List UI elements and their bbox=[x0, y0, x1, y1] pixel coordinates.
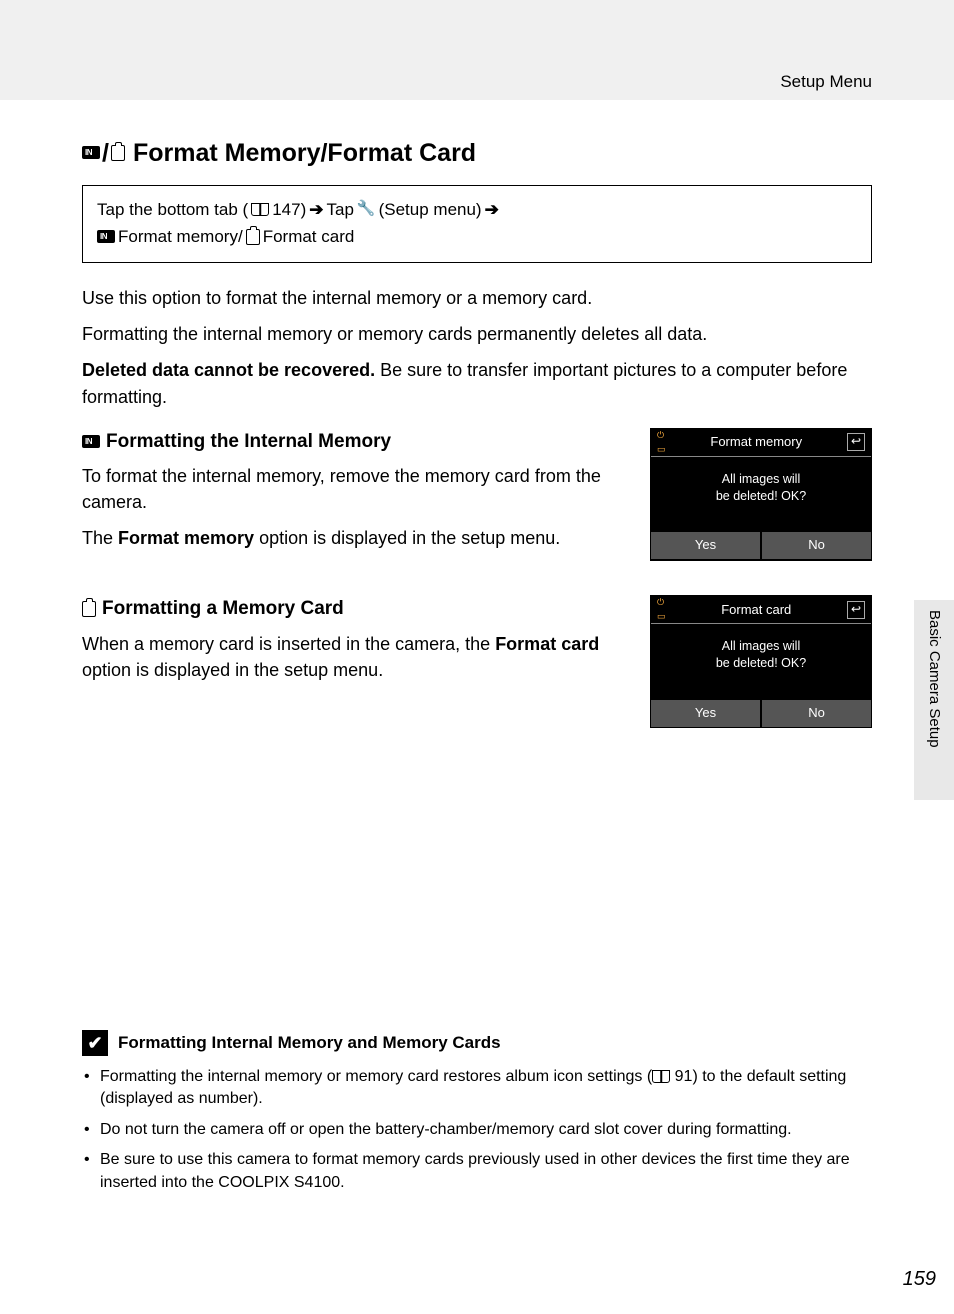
bc-text: Tap bbox=[326, 196, 353, 223]
intro-paragraph: Use this option to format the internal m… bbox=[82, 285, 872, 311]
section-internal-memory: Formatting the Internal Memory To format… bbox=[82, 428, 872, 562]
check-icon: ✔ bbox=[82, 1030, 108, 1056]
wrench-icon: 🔧 bbox=[357, 197, 376, 221]
intro-paragraph: Deleted data cannot be recovered. Be sur… bbox=[82, 357, 872, 409]
bc-text: Tap the bottom tab ( bbox=[97, 196, 248, 223]
memory-card-icon bbox=[246, 229, 260, 245]
back-icon: ↩ bbox=[847, 601, 865, 619]
heading-text: Formatting a Memory Card bbox=[102, 595, 344, 623]
memory-card-icon bbox=[82, 601, 96, 617]
shot-body: All images will be deleted! OK? bbox=[651, 457, 871, 533]
heading-text: Formatting the Internal Memory bbox=[106, 428, 391, 456]
breadcrumb-box: Tap the bottom tab ( 147) ➔ Tap 🔧 (Setup… bbox=[82, 185, 872, 263]
bc-text: Format card bbox=[263, 223, 355, 250]
yes-button: Yes bbox=[651, 700, 760, 727]
header-section-label: Setup Menu bbox=[82, 70, 872, 95]
section-paragraph: To format the internal memory, remove th… bbox=[82, 463, 628, 515]
section-paragraph: The Format memory option is displayed in… bbox=[82, 525, 628, 551]
intro-paragraph: Formatting the internal memory or memory… bbox=[82, 321, 872, 347]
arrow-icon: ➔ bbox=[485, 196, 499, 223]
side-tab-label: Basic Camera Setup bbox=[923, 610, 945, 748]
bc-text: Format memory/ bbox=[118, 223, 243, 250]
internal-memory-icon bbox=[97, 230, 115, 243]
notes-heading-text: Formatting Internal Memory and Memory Ca… bbox=[118, 1031, 501, 1056]
section-heading: Formatting the Internal Memory bbox=[82, 428, 628, 456]
book-ref-icon bbox=[652, 1070, 670, 1083]
bc-ref: 147) bbox=[272, 196, 306, 223]
memory-card-icon bbox=[111, 145, 125, 161]
camera-screenshot-format-card: ⏻▭ Format card ↩ All images will be dele… bbox=[650, 595, 872, 728]
section-paragraph: When a memory card is inserted in the ca… bbox=[82, 631, 628, 683]
no-button: No bbox=[762, 700, 871, 727]
internal-memory-icon bbox=[82, 435, 100, 448]
shot-title: Format memory bbox=[666, 433, 847, 452]
shot-title: Format card bbox=[666, 601, 847, 620]
camera-screenshot-format-memory: ⏻▭ Format memory ↩ All images will be de… bbox=[650, 428, 872, 562]
page-number: 159 bbox=[903, 1265, 936, 1294]
page-title: / Format Memory/Format Card bbox=[82, 135, 872, 171]
no-button: No bbox=[762, 532, 871, 559]
page-content: Setup Menu / Format Memory/Format Card T… bbox=[82, 0, 872, 728]
warning-bold: Deleted data cannot be recovered. bbox=[82, 360, 375, 380]
book-ref-icon bbox=[251, 203, 269, 216]
side-tab: Basic Camera Setup bbox=[914, 600, 954, 800]
notes-section: ✔ Formatting Internal Memory and Memory … bbox=[82, 1030, 872, 1202]
list-item: Do not turn the camera off or open the b… bbox=[82, 1119, 872, 1141]
shot-body: All images will be deleted! OK? bbox=[651, 624, 871, 700]
notes-heading: ✔ Formatting Internal Memory and Memory … bbox=[82, 1030, 872, 1056]
title-text: Format Memory/Format Card bbox=[133, 135, 476, 171]
back-icon: ↩ bbox=[847, 433, 865, 451]
section-heading: Formatting a Memory Card bbox=[82, 595, 628, 623]
shot-left-icons: ⏻▭ bbox=[657, 596, 666, 623]
arrow-icon: ➔ bbox=[309, 196, 323, 223]
slash: / bbox=[102, 135, 109, 171]
yes-button: Yes bbox=[651, 532, 760, 559]
shot-left-icons: ⏻▭ bbox=[657, 429, 666, 456]
list-item: Formatting the internal memory or memory… bbox=[82, 1066, 872, 1111]
list-item: Be sure to use this camera to format mem… bbox=[82, 1149, 872, 1194]
section-memory-card: Formatting a Memory Card When a memory c… bbox=[82, 595, 872, 728]
internal-memory-icon bbox=[82, 146, 100, 159]
bc-text: (Setup menu) bbox=[379, 196, 482, 223]
